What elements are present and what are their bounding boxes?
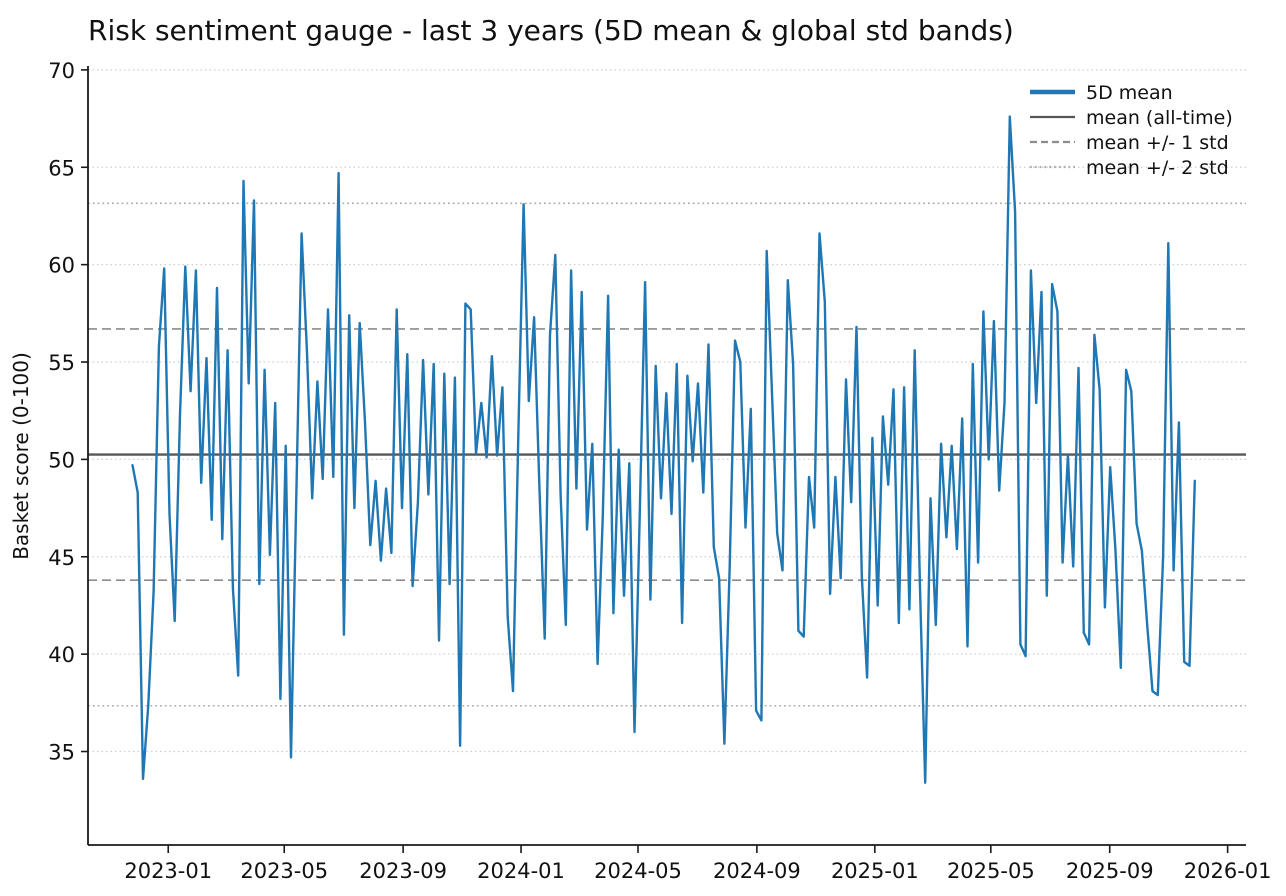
x-tick-label: 2025-05 (947, 859, 1035, 883)
legend-label-5d-mean: 5D mean (1086, 82, 1173, 104)
x-tick-label: 2023-01 (124, 859, 212, 883)
x-tick-label: 2023-05 (240, 859, 328, 883)
x-tick-label: 2026-01 (1184, 859, 1272, 883)
x-tick-label: 2023-09 (359, 859, 447, 883)
y-tick-label: 45 (48, 546, 75, 570)
legend-label-mean-all-time: mean (all-time) (1086, 107, 1233, 129)
legend-label-mean-2std: mean +/- 2 std (1086, 157, 1229, 179)
y-axis-label: Basket score (0-100) (9, 352, 33, 560)
y-tick-label: 60 (48, 254, 75, 278)
x-tick-label: 2025-09 (1066, 859, 1154, 883)
y-tick-label: 40 (48, 643, 75, 667)
x-tick-label: 2024-09 (713, 859, 801, 883)
axes-layer: 35 40 45 50 55 60 65 70 2023-01 2023-05 2023-09 202… (48, 59, 1271, 883)
x-tick-label: 2024-01 (477, 859, 565, 883)
legend: 5D mean mean (all-time) mean +/- 1 std m… (1030, 82, 1233, 179)
y-tick-label: 55 (48, 351, 75, 375)
y-tick-label: 50 (48, 448, 75, 472)
chart-title: Risk sentiment gauge - last 3 years (5D … (88, 14, 1014, 47)
y-tick-label: 65 (48, 156, 75, 180)
y-tick-label: 35 (48, 741, 75, 765)
x-tick-label: 2025-01 (831, 859, 919, 883)
reference-lines-layer (88, 202, 1246, 707)
series-layer (131, 115, 1197, 784)
legend-label-mean-1std: mean +/- 1 std (1086, 132, 1229, 154)
x-tick-label: 2024-05 (594, 859, 682, 883)
series-5d-mean-line (131, 115, 1197, 784)
y-tick-label: 70 (48, 59, 75, 83)
